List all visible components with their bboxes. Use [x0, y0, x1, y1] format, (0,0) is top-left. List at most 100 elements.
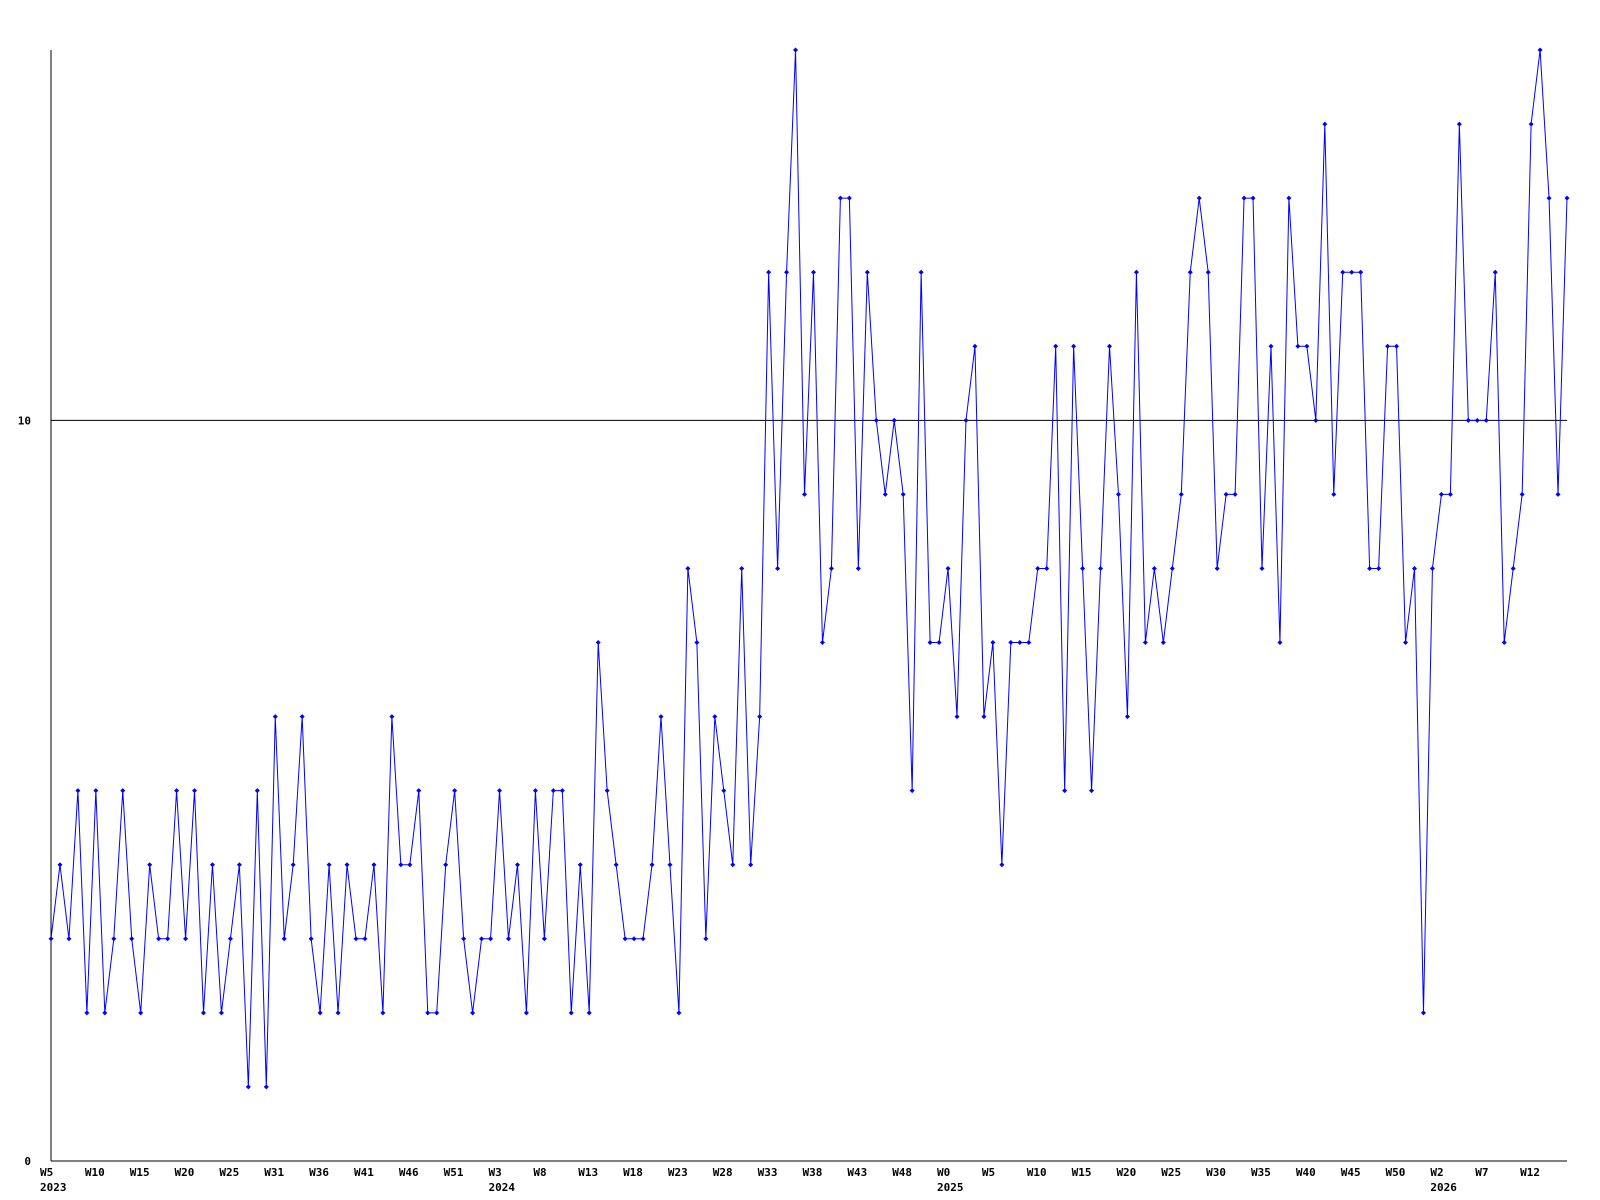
data-point — [766, 269, 772, 275]
data-point — [1187, 269, 1193, 275]
data-point — [882, 491, 888, 497]
data-point — [1035, 565, 1041, 571]
data-point — [1232, 491, 1238, 497]
data-point — [1438, 491, 1444, 497]
data-point — [694, 640, 700, 646]
data-point — [784, 269, 790, 275]
data-point — [1053, 343, 1059, 349]
data-point — [102, 1010, 108, 1016]
data-point — [93, 788, 99, 794]
data-point — [1412, 565, 1418, 571]
data-point — [1115, 491, 1121, 497]
data-point — [622, 936, 628, 942]
data-point — [1447, 491, 1453, 497]
data-point — [1456, 121, 1462, 127]
data-point — [586, 1010, 592, 1016]
data-point — [1313, 417, 1319, 423]
data-point — [945, 565, 951, 571]
data-point — [1241, 195, 1247, 201]
data-point — [595, 640, 601, 646]
data-point — [263, 1084, 269, 1090]
data-point — [209, 862, 215, 868]
data-point — [802, 491, 808, 497]
data-point — [1385, 343, 1391, 349]
x-tick-label: W20 — [1116, 1166, 1136, 1179]
data-point — [1223, 491, 1229, 497]
x-tick-label: W10 — [85, 1166, 105, 1179]
data-point — [739, 565, 745, 571]
data-point — [452, 788, 458, 794]
data-point — [927, 640, 933, 646]
data-point — [335, 1010, 341, 1016]
data-point — [676, 1010, 682, 1016]
data-point — [532, 788, 538, 794]
y-tick-label: 10 — [18, 414, 31, 427]
x-tick-label: W41 — [354, 1166, 374, 1179]
x-tick-label: W12 — [1520, 1166, 1540, 1179]
data-point — [1286, 195, 1292, 201]
data-point — [1403, 640, 1409, 646]
data-point — [200, 1010, 206, 1016]
data-point — [434, 1010, 440, 1016]
data-point — [1089, 788, 1095, 794]
data-point — [559, 788, 565, 794]
x-tick-label: W23 — [668, 1166, 688, 1179]
data-point — [703, 936, 709, 942]
data-point — [1008, 640, 1014, 646]
data-point — [1268, 343, 1274, 349]
data-point — [326, 862, 332, 868]
data-point — [1420, 1010, 1426, 1016]
x-tick-label: W25 — [1161, 1166, 1181, 1179]
x-tick-label: W25 — [219, 1166, 239, 1179]
data-point — [236, 862, 242, 868]
data-point — [227, 936, 233, 942]
x-tick-label: W20 — [175, 1166, 195, 1179]
data-point — [1295, 343, 1301, 349]
data-point — [218, 1010, 224, 1016]
x-tick-label: W50 — [1386, 1166, 1406, 1179]
data-point — [550, 788, 556, 794]
data-point — [425, 1010, 431, 1016]
data-point — [1304, 343, 1310, 349]
data-point — [1133, 269, 1139, 275]
data-point — [1124, 714, 1130, 720]
data-point — [963, 417, 969, 423]
data-point — [245, 1084, 251, 1090]
data-point — [990, 640, 996, 646]
data-point — [1483, 417, 1489, 423]
data-point — [631, 936, 637, 942]
data-point — [954, 714, 960, 720]
data-point — [371, 862, 377, 868]
data-point — [1546, 195, 1552, 201]
data-point — [308, 936, 314, 942]
data-point — [138, 1010, 144, 1016]
data-point — [1510, 565, 1516, 571]
data-point — [84, 1010, 90, 1016]
data-point — [165, 936, 171, 942]
data-point — [1429, 565, 1435, 571]
data-point — [1214, 565, 1220, 571]
x-tick-label: W38 — [802, 1166, 822, 1179]
data-point — [470, 1010, 476, 1016]
data-point — [344, 862, 350, 868]
data-point — [66, 936, 72, 942]
data-point — [1331, 491, 1337, 497]
data-point — [389, 714, 395, 720]
data-point — [541, 936, 547, 942]
data-point — [57, 862, 63, 868]
x-tick-label: W30 — [1206, 1166, 1226, 1179]
data-point — [1151, 565, 1157, 571]
data-point — [443, 862, 449, 868]
data-point — [685, 565, 691, 571]
data-point — [183, 936, 189, 942]
data-point — [380, 1010, 386, 1016]
data-point — [793, 47, 799, 53]
data-point — [748, 862, 754, 868]
x-tick-label: W51 — [444, 1166, 464, 1179]
data-point — [909, 788, 915, 794]
data-point — [1080, 565, 1086, 571]
data-point — [1160, 640, 1166, 646]
data-point — [1474, 417, 1480, 423]
data-point — [514, 862, 520, 868]
data-point — [407, 862, 413, 868]
